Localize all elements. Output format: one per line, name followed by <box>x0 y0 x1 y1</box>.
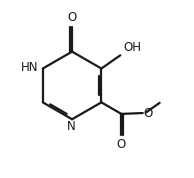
Text: HN: HN <box>21 61 38 74</box>
Text: OH: OH <box>123 41 141 54</box>
Text: O: O <box>117 138 126 151</box>
Text: O: O <box>68 11 77 24</box>
Text: N: N <box>67 120 76 133</box>
Text: O: O <box>144 106 153 120</box>
